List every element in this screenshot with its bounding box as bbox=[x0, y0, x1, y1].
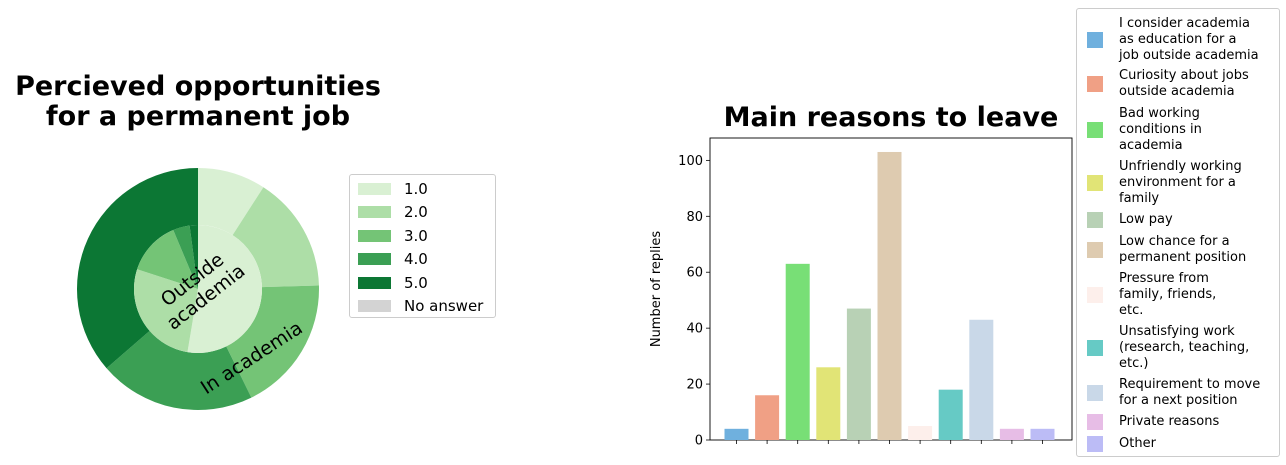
legend-label: Low pay bbox=[1119, 212, 1173, 227]
outer-ring-slice-3-0 bbox=[226, 285, 319, 398]
bar bbox=[755, 395, 780, 440]
pie-legend-item: 5.0 bbox=[358, 273, 428, 293]
bar-legend-item: Low pay bbox=[1087, 212, 1275, 228]
legend-label: Unsatisfying work (research, teaching, etc… bbox=[1119, 324, 1250, 371]
legend-swatch bbox=[358, 229, 391, 242]
legend-label: Other bbox=[1119, 436, 1156, 451]
y-tick-label: 40 bbox=[686, 322, 703, 337]
inner-ring-slice-4-0 bbox=[173, 225, 198, 289]
legend-label: Bad working conditions in academia bbox=[1119, 106, 1202, 153]
inner-ring-slice-5-0 bbox=[189, 225, 198, 289]
bar bbox=[816, 367, 841, 440]
bar bbox=[969, 319, 994, 440]
legend-label: 2.0 bbox=[404, 203, 428, 222]
outer-ring-slice-1-0 bbox=[198, 168, 264, 236]
legend-swatch bbox=[1087, 287, 1103, 303]
legend-label: Curiosity about jobs outside academia bbox=[1119, 68, 1249, 99]
pie-legend-item: No answer bbox=[358, 296, 483, 316]
bar-legend-item: Unsatisfying work (research, teaching, etc… bbox=[1087, 324, 1275, 372]
inner-ring-slice-3-0 bbox=[137, 229, 198, 289]
legend-label: Low chance for a permanent position bbox=[1119, 234, 1247, 265]
y-tick-label: 80 bbox=[686, 210, 703, 225]
legend-swatch bbox=[358, 300, 391, 312]
bar-legend-item: Requirement to move for a next position bbox=[1087, 377, 1275, 409]
inner-ring-slice-1-0 bbox=[187, 225, 262, 353]
legend-label: Unfriendly working environment for a famil… bbox=[1119, 159, 1242, 206]
pie-chart-title: Percieved opportunities for a permanent j… bbox=[15, 71, 381, 133]
legend-swatch bbox=[1087, 242, 1103, 258]
legend-label: Pressure from family, friends, etc. bbox=[1119, 271, 1217, 318]
bar-legend-item: Unfriendly working environment for a famil… bbox=[1087, 159, 1275, 207]
legend-swatch bbox=[1087, 175, 1103, 191]
bar bbox=[724, 428, 749, 440]
inner-ring-slice-2-0 bbox=[134, 269, 198, 353]
y-tick-label: 60 bbox=[686, 266, 703, 281]
bar bbox=[785, 263, 810, 440]
legend-swatch bbox=[1087, 212, 1103, 228]
y-tick-label: 20 bbox=[686, 378, 703, 393]
legend-swatch bbox=[358, 183, 391, 195]
bar bbox=[877, 151, 902, 440]
bar bbox=[846, 308, 871, 440]
bar-legend-item: Low chance for a permanent position bbox=[1087, 234, 1275, 266]
outer-ring-slice-5-0 bbox=[77, 168, 198, 369]
legend-swatch bbox=[358, 253, 391, 266]
pie-legend: 1.0 2.0 3.0 4.0 5.0 No answer bbox=[349, 174, 496, 318]
legend-swatch bbox=[1087, 340, 1103, 356]
bar-legend: I consider academia as education for a job… bbox=[1076, 8, 1280, 457]
legend-label: 1.0 bbox=[404, 180, 428, 198]
legend-swatch bbox=[1087, 122, 1103, 138]
legend-label: No answer bbox=[404, 297, 484, 315]
legend-label: 3.0 bbox=[404, 226, 428, 245]
bar-legend-item: Bad working conditions in academia bbox=[1087, 106, 1275, 154]
pie-legend-item: 3.0 bbox=[358, 226, 428, 246]
bar-legend-item: I consider academia as education for a job… bbox=[1087, 16, 1275, 64]
legend-label: Private reasons bbox=[1119, 414, 1220, 429]
legend-swatch bbox=[1087, 436, 1103, 452]
legend-swatch bbox=[1087, 32, 1103, 48]
pie-legend-item: 2.0 bbox=[358, 202, 428, 222]
legend-swatch bbox=[1087, 385, 1103, 401]
legend-swatch bbox=[358, 206, 391, 219]
legend-label: I consider academia as education for a job… bbox=[1119, 16, 1259, 63]
outer-ring-slice-2-0 bbox=[232, 187, 319, 288]
legend-swatch bbox=[1087, 414, 1103, 430]
bar-legend-item: Private reasons bbox=[1087, 414, 1275, 430]
legend-label: Requirement to move for a next position bbox=[1119, 377, 1261, 408]
pie-legend-item: 4.0 bbox=[358, 249, 428, 269]
outer-ring-slice-4-0 bbox=[106, 330, 252, 410]
pie-legend-item: 1.0 bbox=[358, 179, 428, 199]
bar bbox=[1030, 428, 1055, 440]
bar-legend-item: Curiosity about jobs outside academia bbox=[1087, 68, 1275, 100]
legend-label: 5.0 bbox=[404, 273, 428, 292]
bar bbox=[938, 389, 963, 440]
y-tick-label: 0 bbox=[695, 434, 703, 449]
bar bbox=[999, 428, 1024, 440]
y-axis-label: Number of replies bbox=[649, 231, 664, 348]
bar-legend-item: Other bbox=[1087, 436, 1275, 452]
bar-chart-title: Main reasons to leave bbox=[723, 102, 1059, 133]
bar bbox=[908, 426, 933, 440]
bar-legend-item: Pressure from family, friends, etc. bbox=[1087, 271, 1275, 319]
y-tick-label: 100 bbox=[678, 154, 703, 169]
legend-label: 4.0 bbox=[404, 250, 428, 269]
bar-chart: 0 20 40 60 80 100 Number of replies bbox=[649, 137, 1073, 449]
legend-swatch bbox=[1087, 76, 1103, 92]
legend-swatch bbox=[358, 276, 391, 289]
